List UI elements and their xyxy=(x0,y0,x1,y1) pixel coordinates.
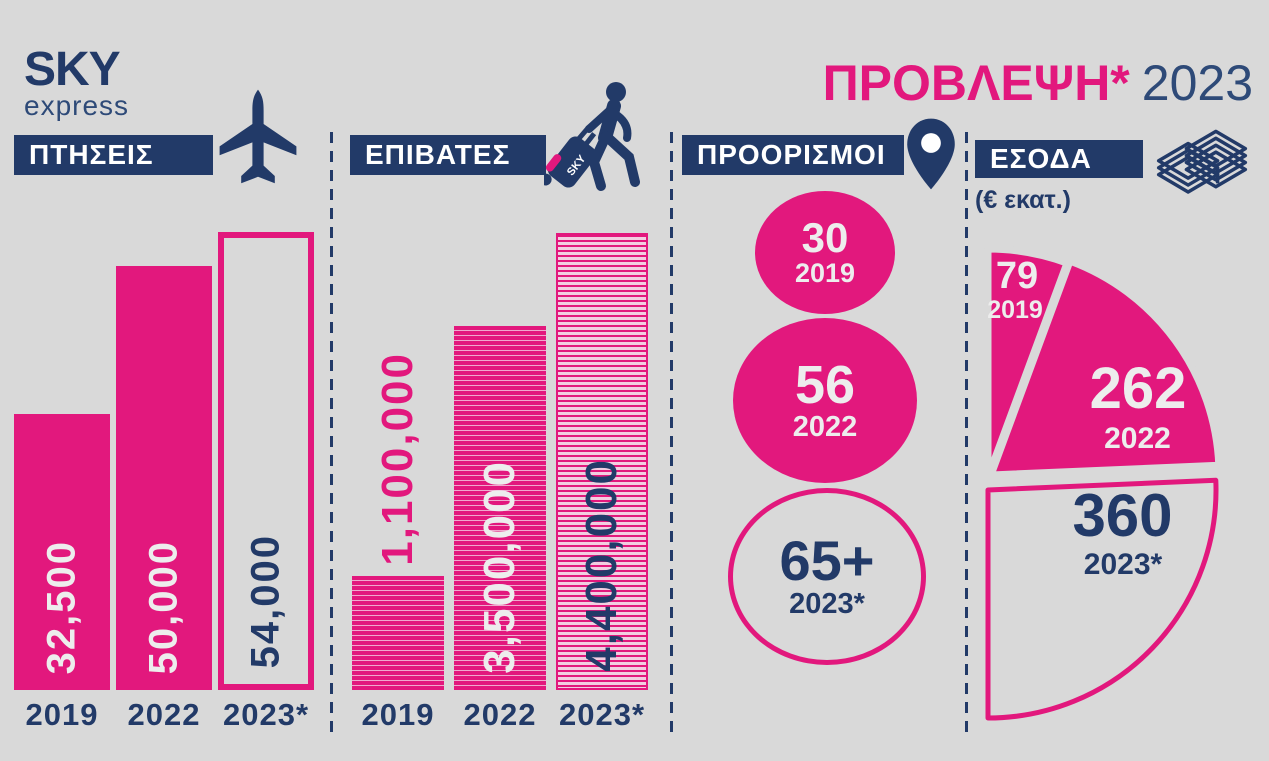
logo-sky-text: SKY xyxy=(24,43,121,96)
title-year: 2023 xyxy=(1141,55,1253,111)
flights-bar-value: 54,000 xyxy=(243,533,288,668)
flights-bar-2023-forecast: 54,000 xyxy=(218,232,314,690)
passengers-bar-value: 1,100,000 xyxy=(373,352,422,566)
flights-bar-2022: 50,000 xyxy=(116,266,212,690)
flights-section-header: ΠΤΗΣΕΙΣ xyxy=(14,135,213,175)
revenue-slice-year: 2022 xyxy=(1104,422,1171,455)
revenue-slice-value: 79 xyxy=(995,255,1039,297)
logo-express-text: express xyxy=(24,90,130,122)
flights-bar-2019: 32,500 xyxy=(14,414,110,690)
flights-year-label: 2023* xyxy=(222,697,310,732)
sky-express-logo: SKY express xyxy=(24,43,130,122)
destinations-year: 2023* xyxy=(789,587,865,620)
passengers-bar-value: 3,500,000 xyxy=(475,460,524,674)
destinations-year: 2022 xyxy=(792,410,858,443)
passengers-year-label: 2022 xyxy=(463,697,537,732)
revenue-pie-slice-2022 xyxy=(987,257,1223,479)
page-title: ΠΡΟΒΛΕΨΗ* 2023 xyxy=(823,58,1253,108)
section-divider xyxy=(965,132,968,740)
revenue-unit-label: (€ εκατ.) xyxy=(975,186,1071,214)
passenger-luggage-icon: SKY xyxy=(544,82,640,191)
revenue-pie-slice-2023* xyxy=(985,477,1219,721)
destinations-section-header: ΠΡΟΟΡΙΣΜΟΙ xyxy=(682,135,904,175)
plane-icon xyxy=(219,89,297,184)
location-pin-icon xyxy=(907,118,955,190)
title-forecast: ΠΡΟΒΛΕΨΗ* xyxy=(822,55,1130,111)
revenue-pie-chart xyxy=(984,245,1223,721)
flights-year-label: 2019 xyxy=(25,697,99,732)
destinations-bubble-2019: 30 2019 xyxy=(755,191,895,314)
destinations-value: 30 xyxy=(801,213,849,261)
section-divider xyxy=(670,132,673,740)
revenue-section-header: ΕΣΟΔΑ xyxy=(975,140,1143,178)
flights-bar-value: 50,000 xyxy=(141,539,186,674)
destinations-value: 56 xyxy=(794,354,856,415)
section-divider xyxy=(330,132,333,740)
passengers-year-label: 2019 xyxy=(361,697,435,732)
destinations-bubble-2023-forecast: 65+ 2023* xyxy=(728,488,926,665)
passengers-bar-2023-forecast: 4,400,000 xyxy=(556,233,648,690)
passengers-year-label: 2023* xyxy=(558,697,646,732)
revenue-slice-year: 2019 xyxy=(987,296,1043,324)
revenue-slice-value: 360 xyxy=(1072,482,1173,549)
revenue-slice-year: 2023* xyxy=(1083,548,1163,581)
destinations-year: 2019 xyxy=(794,257,856,288)
destinations-value: 65+ xyxy=(779,528,875,592)
passengers-section-header: ΕΠΙΒΑΤΕΣ xyxy=(350,135,546,175)
passengers-bar-2022: 3,500,000 xyxy=(454,326,546,690)
flights-year-label: 2022 xyxy=(127,697,201,732)
revenue-slice-value: 262 xyxy=(1089,356,1187,421)
banknotes-icon xyxy=(1156,129,1248,194)
flights-bar-value: 32,500 xyxy=(39,539,84,674)
passengers-bar-value: 4,400,000 xyxy=(577,458,626,672)
passengers-bar-2019 xyxy=(352,576,444,690)
destinations-bubble-2022: 56 2022 xyxy=(733,318,917,483)
